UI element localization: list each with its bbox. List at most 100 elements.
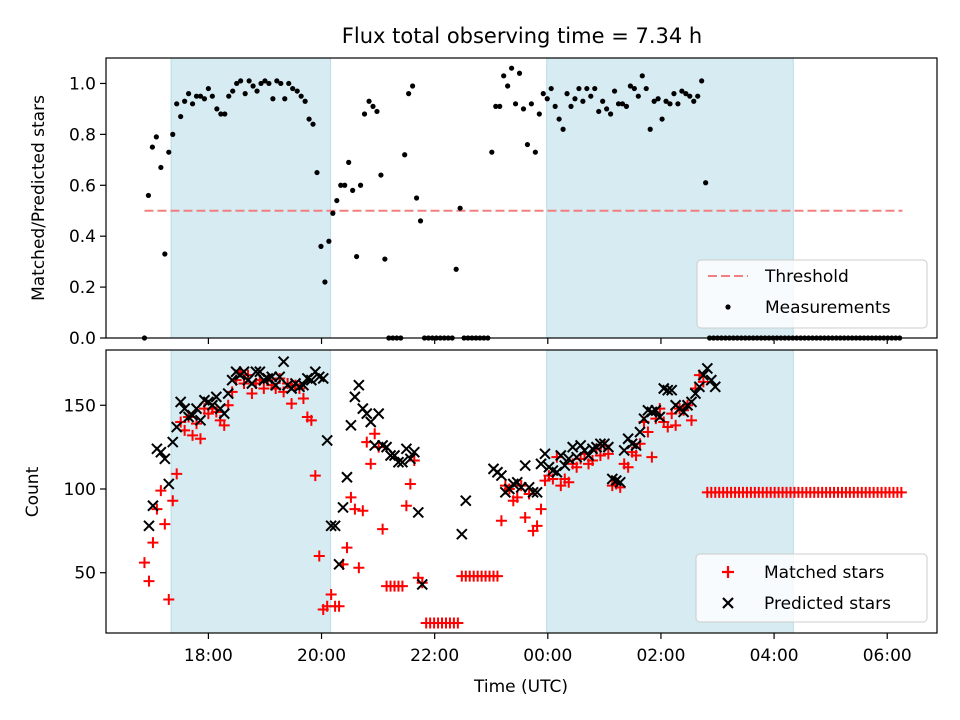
y-tick-label: 0.2 <box>69 278 96 298</box>
predicted-star-point <box>155 446 167 458</box>
measurement-point <box>489 149 495 155</box>
matched-star-point <box>622 461 634 473</box>
predicted-star-point <box>325 520 337 532</box>
matched-star-point <box>341 542 353 554</box>
matched-star-point <box>147 537 159 549</box>
predicted-star-point <box>535 458 547 470</box>
predicted-star-point <box>372 407 385 420</box>
matched-star-point <box>895 486 907 498</box>
bottom-x-ticks: 18:00 20:00 22:00 00:00 02:00 04:00 06:00 <box>184 633 912 666</box>
measurement-point <box>238 78 244 84</box>
predicted-star-point <box>705 374 717 386</box>
measurement-point <box>453 266 459 272</box>
measurement-point <box>174 101 180 107</box>
matched-star-point <box>171 468 183 480</box>
matched-star-point <box>163 594 175 606</box>
x-tick-label: 18:00 <box>184 646 233 666</box>
measurement-point <box>170 131 176 137</box>
legend-matched-label: Matched stars <box>764 563 884 583</box>
measurement-point <box>290 85 296 92</box>
predicted-star-point <box>677 406 690 418</box>
measurement-point <box>687 93 693 99</box>
x-tick-label: 06:00 <box>863 646 912 666</box>
predicted-star-point <box>630 439 642 452</box>
measurement-point <box>246 78 252 84</box>
predicted-star-point <box>689 387 702 400</box>
predicted-star-point <box>594 438 607 450</box>
predicted-star-point <box>602 441 615 453</box>
predicted-star-point <box>527 486 539 499</box>
measurement-point <box>294 88 300 94</box>
predicted-star-point <box>305 374 318 386</box>
measurement-point <box>178 113 184 120</box>
y-tick-label: 0.8 <box>69 125 96 145</box>
matched-star-point <box>309 470 321 482</box>
measurement-point <box>298 93 304 99</box>
measurement-point <box>655 96 661 102</box>
measurement-point <box>350 187 356 193</box>
predicted-star-point <box>167 436 179 448</box>
measurement-point <box>568 103 574 109</box>
legend-matched-swatch <box>722 566 734 578</box>
matched-star-point <box>495 515 507 527</box>
y-tick-label: 50 <box>74 564 96 584</box>
predicted-star-point <box>519 459 531 472</box>
measurement-point <box>182 98 188 104</box>
measurement-point <box>274 78 280 84</box>
predicted-star-point <box>701 362 714 375</box>
top-x-ticks <box>207 338 888 344</box>
matched-star-point <box>357 505 369 517</box>
matched-star-point <box>258 383 270 395</box>
predicted-star-point <box>665 384 678 396</box>
matched-star-point <box>377 523 389 535</box>
matched-star-point <box>286 398 298 410</box>
matched-star-point <box>531 520 543 532</box>
measurement-point <box>540 91 546 97</box>
measurement-point <box>647 126 653 132</box>
measurement-point <box>659 116 665 122</box>
measurement-point <box>695 93 701 99</box>
measurement-point <box>410 83 416 89</box>
matched-star-point <box>305 414 317 426</box>
predicted-star-point <box>654 411 666 423</box>
matched-star-point <box>685 414 697 426</box>
measurement-point <box>635 93 641 99</box>
legend-measurements-label: Measurements <box>765 298 891 318</box>
measurement-point <box>222 111 228 117</box>
predicted-star-point <box>361 407 373 420</box>
legend-predicted-label: Predicted stars <box>764 594 891 614</box>
matched-star-point <box>511 491 523 503</box>
measurement-point <box>417 218 424 224</box>
predicted-star-point <box>317 372 329 385</box>
measurement-point <box>520 106 527 112</box>
measurement-point <box>699 78 705 84</box>
measurement-point <box>254 88 260 94</box>
measurement-point <box>361 111 368 117</box>
measurement-point <box>201 96 208 102</box>
predicted-star-point <box>685 396 698 408</box>
measurement-point <box>262 78 268 84</box>
matched-star-point <box>602 448 614 460</box>
top-plot-frame <box>105 57 938 339</box>
measurement-point <box>639 73 645 79</box>
predicted-star-point <box>341 471 353 483</box>
shaded-interval <box>170 57 332 339</box>
predicted-star-point <box>238 366 250 378</box>
top-legend: Threshold Measurements <box>696 259 928 329</box>
predicted-star-point <box>171 421 183 433</box>
measurement-point <box>600 98 606 104</box>
measurement-point <box>242 91 248 97</box>
predicted-star-point <box>650 404 662 416</box>
matched-star-point <box>571 461 583 473</box>
measurement-point <box>505 83 511 89</box>
measurement-point <box>564 91 570 97</box>
matched-star-point <box>646 451 658 463</box>
predicted-star-point <box>246 377 258 390</box>
measurement-point <box>214 106 220 112</box>
measurement-point <box>166 149 172 155</box>
predicted-star-point <box>222 387 234 400</box>
measurement-point <box>691 98 697 104</box>
predicted-star-point <box>210 391 223 403</box>
predicted-star-point <box>147 500 159 512</box>
measurement-point <box>378 172 384 178</box>
